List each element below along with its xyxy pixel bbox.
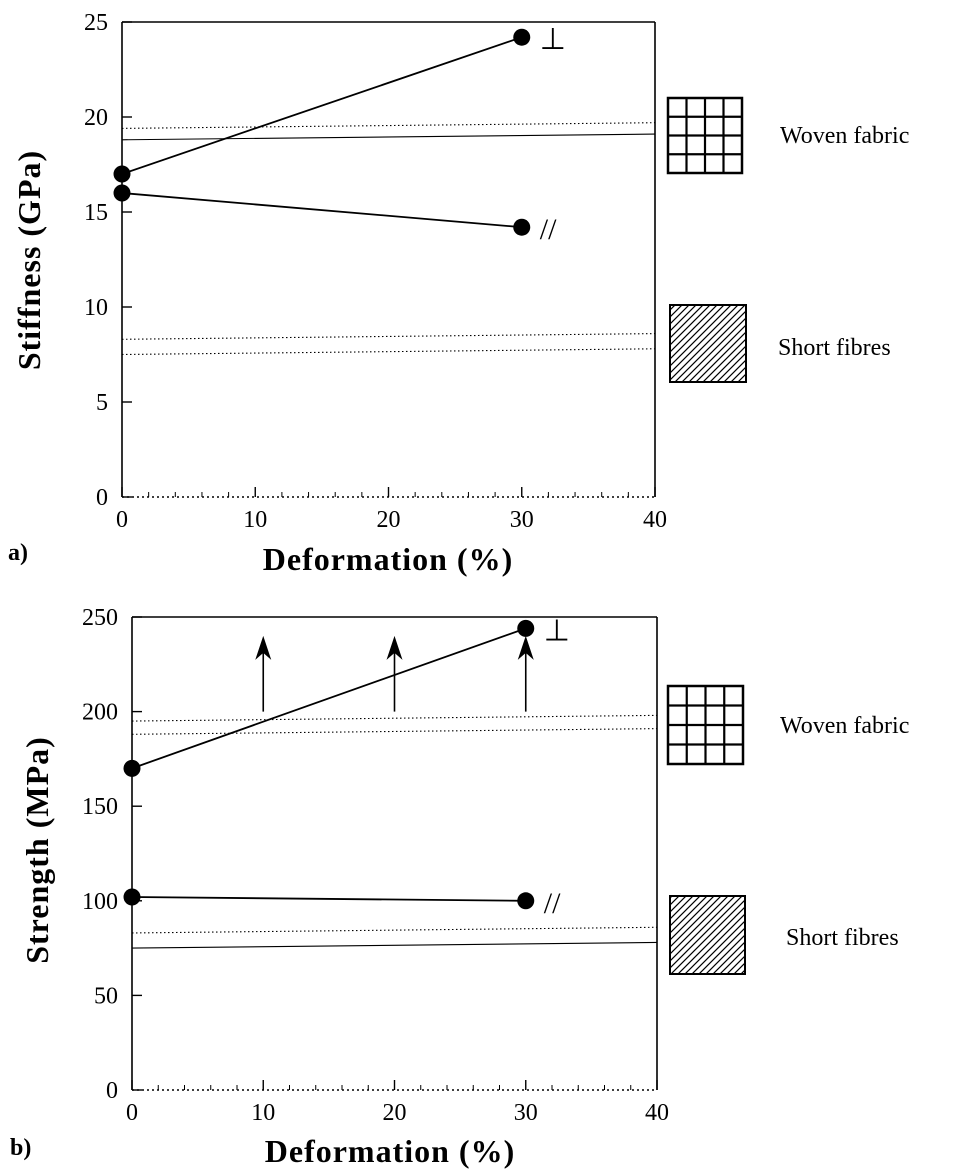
x-axis-title: Deformation (%) [265,1133,515,1169]
perpendicular-data-point [123,759,141,777]
woven-fabric-reference-line [131,714,658,722]
panel-label: b) [10,1135,31,1161]
y-tick-label: 5 [96,390,108,416]
parallel-data-point [113,184,131,202]
y-axis-title: Strength (MPa) [19,736,55,964]
x-tick-label: 40 [643,507,667,533]
short-fibres-reference-line [131,941,658,949]
short-fibres-reference-line [121,348,656,356]
y-tick-label: 15 [84,200,108,226]
x-tick-label: 30 [514,1100,538,1126]
short-fibres-reference-line [131,926,658,934]
x-axis-title: Deformation (%) [263,541,513,577]
parallel-series-label: // [544,887,561,920]
woven-fabric-reference-line [131,728,658,735]
woven-fabric-swatch [666,684,745,766]
woven-fabric-label: Woven fabric [780,123,909,149]
short-fibres-label: Short fibres [786,925,899,951]
parallel-data-point [517,892,535,910]
short-fibres-swatch [669,895,746,975]
parallel-series-line [131,896,526,902]
y-tick-label: 200 [82,700,118,726]
y-tick-label: 0 [106,1078,118,1104]
improvement-arrow-head [517,635,534,660]
short-fibres-label: Short fibres [778,335,891,361]
woven-fabric-label: Woven fabric [780,713,909,739]
y-axis-title: Stiffness (GPa) [11,150,47,370]
improvement-arrow-head [255,635,272,660]
y-tick-label: 20 [84,105,108,131]
woven-fabric-reference-line [121,122,656,129]
y-tick-label: 10 [84,295,108,321]
perpendicular-series-label: ⊥ [540,23,566,56]
short-fibres-reference-line [121,333,656,340]
parallel-series-line [121,192,522,229]
parallel-data-point [123,888,141,906]
x-tick-label: 0 [116,507,128,533]
x-tick-label: 0 [126,1100,138,1126]
y-tick-label: 0 [96,485,108,511]
perpendicular-data-point [517,619,535,637]
perpendicular-data-point [113,165,131,183]
perpendicular-series-line [131,627,527,770]
x-tick-label: 10 [251,1100,275,1126]
panel-label: a) [8,540,28,566]
x-tick-label: 10 [243,507,267,533]
x-tick-label: 20 [377,507,401,533]
x-tick-label: 40 [645,1100,669,1126]
woven-fabric-reference-line [121,133,656,141]
perpendicular-data-point [513,28,531,46]
parallel-series-label: // [540,213,557,246]
x-tick-label: 30 [510,507,534,533]
stiffness-chart: 0 10 20 30 40 0 5 10 15 20 25 ⊥ // Deformation (%) Sti… [8,10,909,577]
woven-fabric-swatch [666,96,744,175]
y-tick-label: 25 [84,10,108,36]
parallel-data-point [513,218,531,236]
perpendicular-series-line [121,36,523,175]
short-fibres-swatch [669,304,747,383]
strength-chart: 0 10 20 30 40 0 50 100 150 200 250 ⊥ // Deformation (… [10,605,909,1169]
x-tick-label: 20 [383,1100,407,1126]
y-tick-label: 150 [82,794,118,820]
perpendicular-series-label: ⊥ [544,614,570,647]
y-tick-label: 250 [82,605,118,631]
improvement-arrow-head [386,635,403,660]
y-tick-label: 100 [82,889,118,915]
y-tick-label: 50 [94,983,118,1009]
